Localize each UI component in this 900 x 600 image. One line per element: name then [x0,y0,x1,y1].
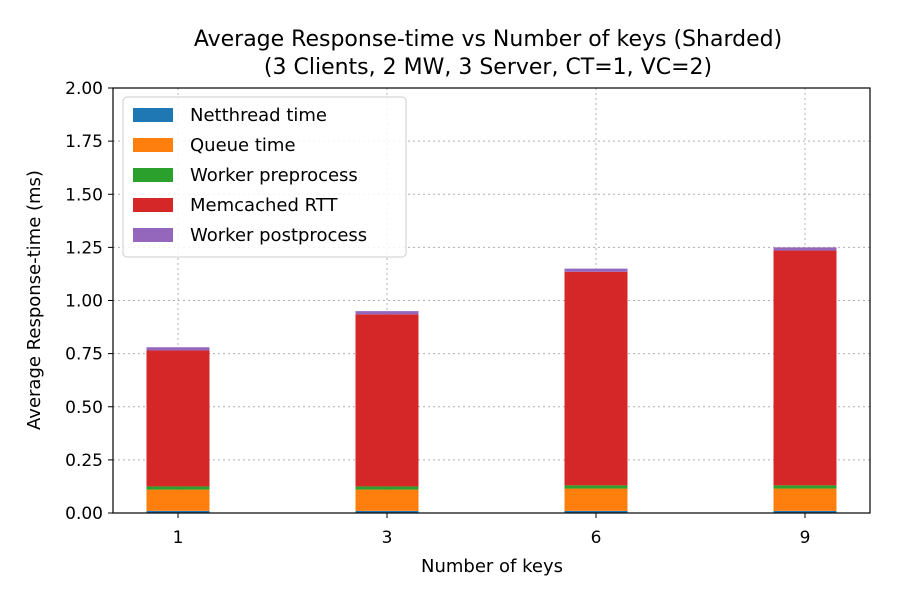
bar-segment-queue-time [564,488,628,511]
legend: Netthread time Queue time Worker preproces… [122,96,407,258]
y-tick-label: 1.50 [65,185,103,205]
bar-segment-netthread-time [355,510,419,513]
bar-segment-worker-preprocess [355,486,419,490]
bars [146,247,837,513]
bar-segment-worker-preprocess [773,485,837,489]
chart-subtitle: (3 Clients, 2 MW, 3 Server, CT=1, VC=2) [264,55,712,80]
legend-label: Worker preprocess [190,165,358,186]
legend-label: Queue time [190,135,296,156]
x-tick-label: 6 [591,528,602,548]
x-tick-label: 9 [800,528,811,548]
y-axis-label: Average Response-time (ms) [24,170,45,430]
legend-label: Netthread time [190,105,327,126]
ticks: 0.00 0.25 0.50 0.75 1.00 1.25 1.50 1.75 2.00 1 3 6 9 [65,79,810,548]
bar-segment-worker-preprocess [564,485,628,489]
y-tick-label: 0.50 [65,398,103,418]
bar-segment-queue-time [146,489,210,511]
bar-segment-worker-postprocess [146,347,210,351]
bar-segment-memcached-rtt [564,271,628,486]
y-tick-label: 0.75 [65,345,103,365]
bar-segment-worker-postprocess [773,247,837,251]
y-tick-label: 2.00 [65,79,103,99]
legend-label: Memcached RTT [190,195,338,216]
bar-segment-worker-postprocess [355,311,419,315]
legend-swatch [133,108,173,122]
bar-segment-memcached-rtt [355,314,419,487]
legend-swatch [133,168,173,182]
bar-segment-queue-time [355,489,419,511]
y-tick-label: 1.00 [65,292,103,312]
bar-segment-memcached-rtt [146,350,210,487]
y-tick-label: 1.25 [65,238,103,258]
y-tick-label: 0.25 [65,451,103,471]
bar-segment-memcached-rtt [773,250,837,486]
bar-segment-netthread-time [146,510,210,513]
bar-segment-netthread-time [564,510,628,513]
bar-segment-worker-preprocess [146,486,210,490]
y-tick-label: 1.75 [65,132,103,152]
x-axis-label: Number of keys [421,556,563,577]
x-tick-label: 3 [382,528,393,548]
legend-swatch [133,138,173,152]
chart-title: Average Response-time vs Number of keys … [194,27,782,52]
bar-segment-queue-time [773,488,837,511]
y-tick-label: 0.00 [65,504,103,524]
legend-box [122,96,407,258]
bar-segment-netthread-time [773,510,837,513]
legend-label: Worker postprocess [190,225,367,246]
legend-swatch [133,228,173,242]
legend-swatch [133,198,173,212]
bar-segment-worker-postprocess [564,268,628,272]
x-tick-label: 1 [173,528,184,548]
